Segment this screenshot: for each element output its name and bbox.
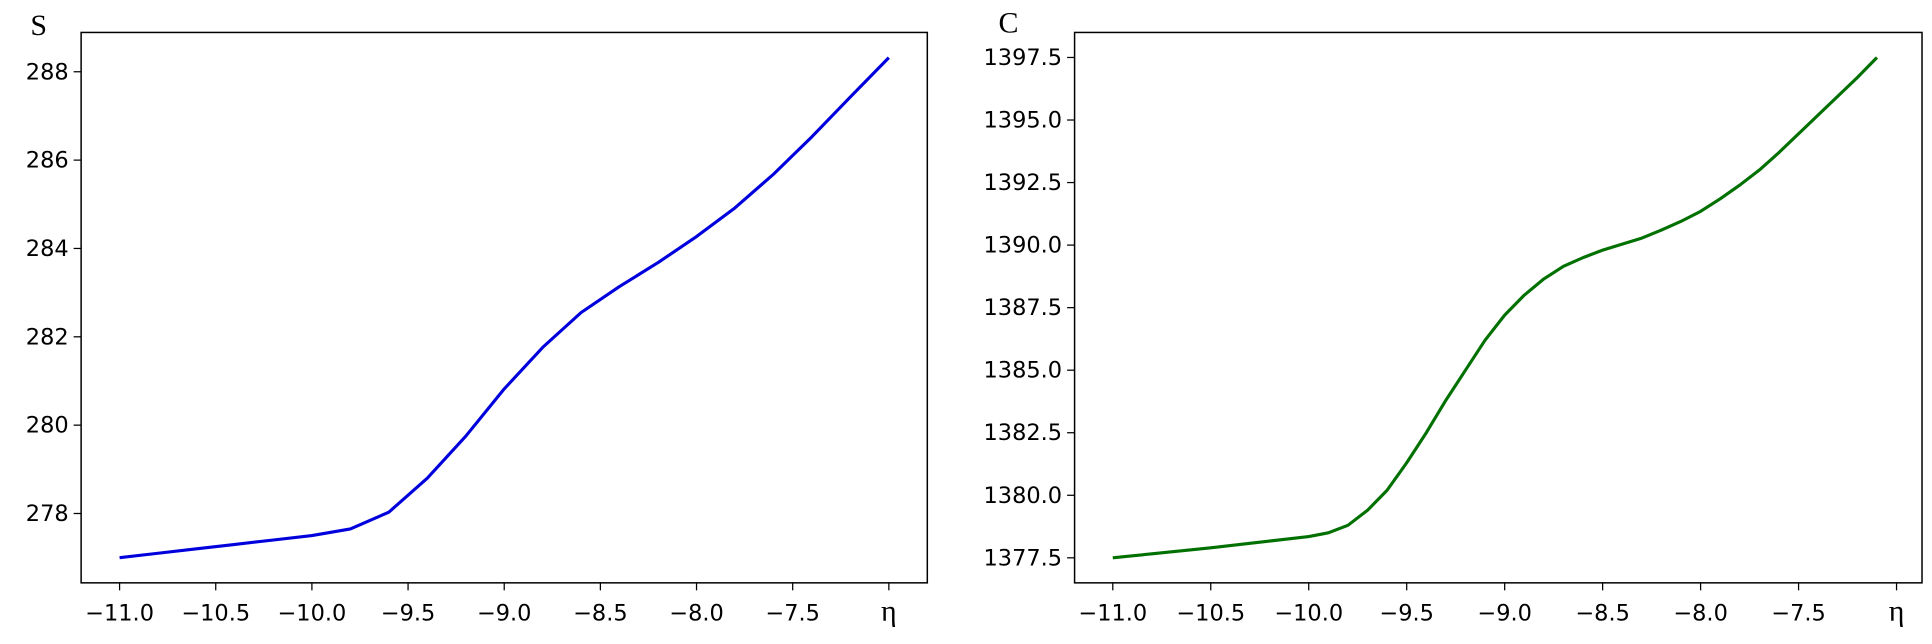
- y-tick-label: 284: [26, 236, 69, 262]
- x-tick-label: −10.0: [1274, 600, 1343, 626]
- x-tick-label: −11.0: [1078, 600, 1147, 626]
- y-tick-label: 1377.5: [984, 545, 1063, 571]
- x-tick-label: −8.0: [1673, 600, 1728, 626]
- y-tick-label: 280: [26, 413, 69, 439]
- x-tick-label: η: [881, 594, 897, 627]
- x-tick-label: −7.5: [1771, 600, 1826, 626]
- data-line: [1112, 56, 1879, 560]
- x-tick-label: η: [1889, 594, 1905, 627]
- x-tick-label: −11.0: [85, 600, 154, 626]
- x-tick-label: −9.0: [477, 600, 532, 626]
- y-tick-label: 1385.0: [984, 358, 1063, 384]
- y-tick-label: 1382.5: [984, 420, 1063, 446]
- data-line: [119, 56, 890, 560]
- x-tick-label: −9.0: [1477, 600, 1532, 626]
- chart-title: S: [30, 9, 47, 42]
- y-tick-label: 1397.5: [984, 45, 1063, 71]
- x-tick-label: −8.5: [1575, 600, 1630, 626]
- x-tick-label: −7.5: [765, 600, 820, 626]
- x-tick-label: −9.5: [1379, 600, 1434, 626]
- x-tick-label: −8.0: [669, 600, 724, 626]
- y-tick-label: 1395.0: [984, 108, 1063, 134]
- x-tick-label: −8.5: [573, 600, 628, 626]
- y-tick-label: 278: [26, 501, 69, 527]
- plot-frame: [1073, 31, 1923, 584]
- y-tick-label: 282: [26, 324, 69, 350]
- chart-title: C: [998, 6, 1018, 39]
- y-tick-label: 1392.5: [984, 170, 1063, 196]
- y-tick-label: 1390.0: [984, 233, 1063, 259]
- y-tick-label: 288: [26, 59, 69, 85]
- y-tick-label: 1380.0: [984, 483, 1063, 509]
- x-tick-label: −10.5: [1176, 600, 1245, 626]
- plot-frame: [80, 31, 929, 584]
- y-tick-label: 286: [26, 148, 69, 174]
- x-tick-label: −10.0: [277, 600, 346, 626]
- x-tick-label: −10.5: [181, 600, 250, 626]
- y-tick-label: 1387.5: [984, 295, 1063, 321]
- x-tick-label: −9.5: [381, 600, 436, 626]
